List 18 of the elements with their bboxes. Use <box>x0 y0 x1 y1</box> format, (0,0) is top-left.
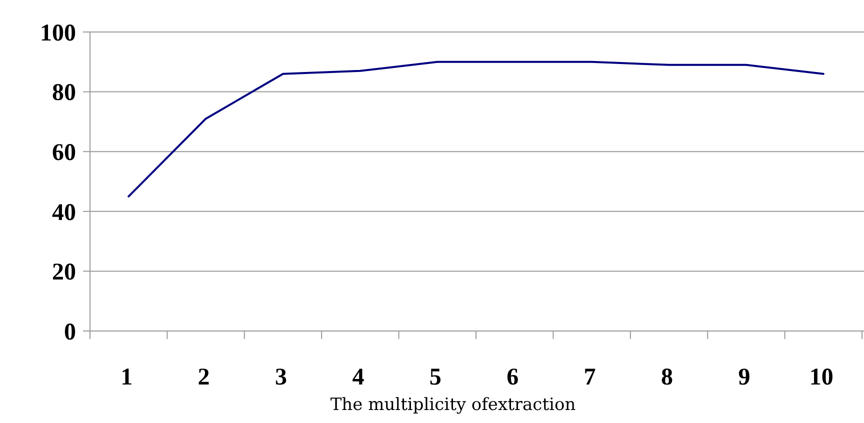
x-axis-title: The multiplicity ofextraction <box>330 395 576 415</box>
x-tick-label: 1 <box>120 364 133 390</box>
line-series <box>128 60 824 198</box>
x-tick-label: 2 <box>198 364 210 390</box>
y-tick-label: 80 <box>52 80 76 106</box>
x-tick-label: 7 <box>584 364 596 390</box>
x-tick-label: 5 <box>429 364 442 390</box>
x-tick-label: 9 <box>738 364 750 390</box>
y-tick-label: 0 <box>64 319 76 346</box>
x-tick-label: 6 <box>506 364 519 390</box>
x-tick-label: 10 <box>809 364 834 390</box>
y-tick-label: 20 <box>52 260 76 286</box>
x-tick-label: 3 <box>275 364 287 390</box>
y-tick-label: 60 <box>52 140 76 166</box>
x-tick-label: 4 <box>352 364 364 390</box>
y-tick-label: 100 <box>40 20 76 46</box>
y-tick-label: 40 <box>52 200 76 226</box>
x-tick-label: 8 <box>661 364 673 390</box>
